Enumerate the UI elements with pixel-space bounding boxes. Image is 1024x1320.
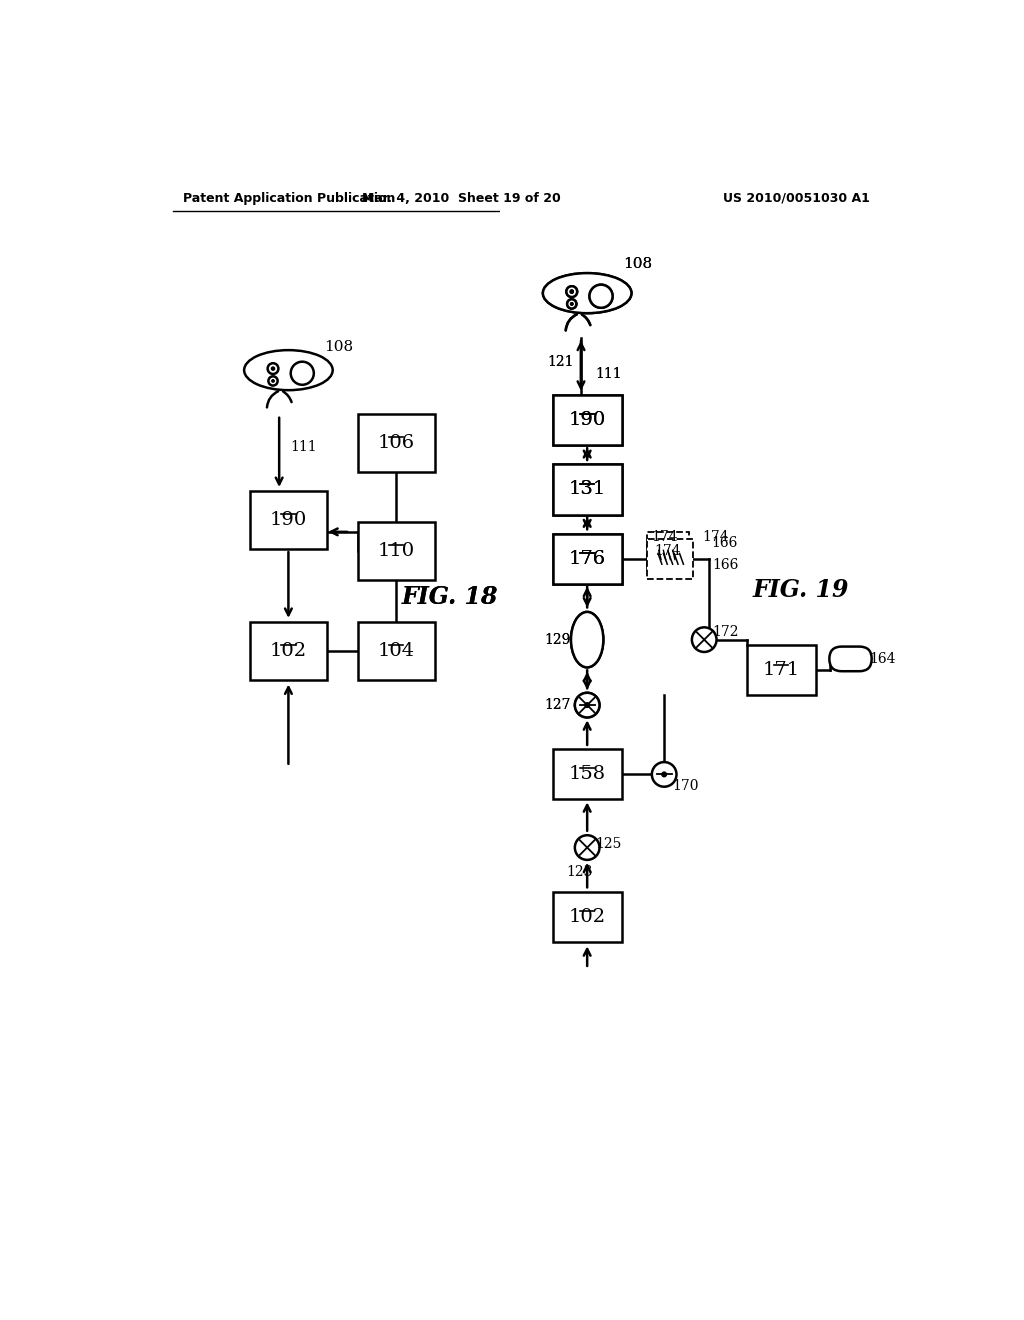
Circle shape: [569, 289, 574, 294]
Circle shape: [270, 367, 275, 371]
Circle shape: [574, 836, 599, 859]
Text: 102: 102: [568, 908, 606, 925]
Text: 111: 111: [595, 367, 622, 381]
Text: 108: 108: [623, 257, 652, 271]
Text: FIG. 18: FIG. 18: [401, 585, 499, 610]
Text: 176: 176: [568, 550, 606, 568]
Text: 127: 127: [545, 698, 571, 711]
Text: 164: 164: [869, 652, 896, 665]
Bar: [553, 533, 622, 583]
Circle shape: [574, 693, 599, 718]
Text: 106: 106: [378, 434, 415, 453]
Text: 127: 127: [545, 698, 571, 711]
Text: 104: 104: [378, 643, 415, 660]
Circle shape: [567, 300, 577, 309]
Circle shape: [652, 762, 677, 787]
Circle shape: [590, 285, 612, 308]
Text: 111: 111: [291, 440, 317, 454]
Text: 121: 121: [547, 355, 573, 370]
Text: 174: 174: [651, 531, 678, 544]
Text: 176: 176: [568, 550, 606, 568]
Text: 129: 129: [545, 632, 571, 647]
Circle shape: [569, 302, 573, 306]
FancyBboxPatch shape: [829, 647, 871, 671]
Bar: [553, 750, 622, 800]
Bar: [553, 533, 622, 583]
Text: FIG. 19: FIG. 19: [753, 578, 849, 602]
Text: 131: 131: [568, 480, 606, 499]
Circle shape: [662, 772, 667, 776]
Text: Patent Application Publication: Patent Application Publication: [183, 191, 395, 205]
Text: 174: 174: [702, 531, 729, 544]
Bar: [357, 523, 435, 579]
Text: 123: 123: [566, 865, 593, 879]
Bar: [553, 395, 622, 445]
Text: 110: 110: [378, 543, 415, 560]
Ellipse shape: [571, 612, 603, 668]
Circle shape: [585, 702, 590, 708]
Text: 190: 190: [568, 412, 606, 429]
Text: 125: 125: [596, 837, 622, 850]
Circle shape: [566, 286, 578, 297]
Bar: [553, 465, 622, 515]
Text: 102: 102: [270, 643, 307, 660]
Circle shape: [574, 693, 599, 718]
Text: US 2010/0051030 A1: US 2010/0051030 A1: [723, 191, 869, 205]
Text: 174: 174: [654, 544, 681, 558]
Text: 108: 108: [623, 257, 652, 271]
Bar: [647, 532, 689, 570]
Circle shape: [566, 286, 578, 297]
Bar: [250, 491, 327, 549]
Text: 121: 121: [547, 355, 573, 370]
Circle shape: [268, 376, 278, 385]
Bar: [746, 645, 816, 696]
Circle shape: [569, 302, 573, 306]
Circle shape: [567, 300, 577, 309]
Bar: [553, 465, 622, 515]
Text: 166: 166: [711, 536, 737, 550]
Circle shape: [271, 379, 274, 383]
Text: 170: 170: [673, 779, 699, 793]
Text: 108: 108: [324, 341, 353, 354]
Text: 129: 129: [545, 632, 571, 647]
Text: 131: 131: [568, 480, 606, 499]
Ellipse shape: [543, 273, 632, 313]
Text: 172: 172: [713, 624, 739, 639]
Bar: [553, 395, 622, 445]
Text: 111: 111: [595, 367, 622, 381]
Circle shape: [569, 289, 574, 294]
Bar: [553, 892, 622, 942]
Bar: [500, 158, 932, 1006]
Text: 190: 190: [568, 412, 606, 429]
Bar: [647, 539, 693, 579]
Circle shape: [267, 363, 279, 374]
Ellipse shape: [571, 612, 603, 668]
Text: 166: 166: [713, 558, 739, 572]
Bar: [250, 622, 327, 680]
Bar: [357, 414, 435, 473]
Text: 190: 190: [269, 511, 307, 529]
Circle shape: [590, 285, 612, 308]
Text: Mar. 4, 2010  Sheet 19 of 20: Mar. 4, 2010 Sheet 19 of 20: [362, 191, 561, 205]
Text: 158: 158: [568, 766, 606, 783]
Text: FIG. 18: FIG. 18: [401, 585, 499, 610]
Bar: [357, 622, 435, 680]
Ellipse shape: [244, 350, 333, 391]
Circle shape: [291, 362, 313, 385]
Circle shape: [692, 627, 717, 652]
Ellipse shape: [543, 273, 632, 313]
Text: 171: 171: [763, 661, 800, 680]
